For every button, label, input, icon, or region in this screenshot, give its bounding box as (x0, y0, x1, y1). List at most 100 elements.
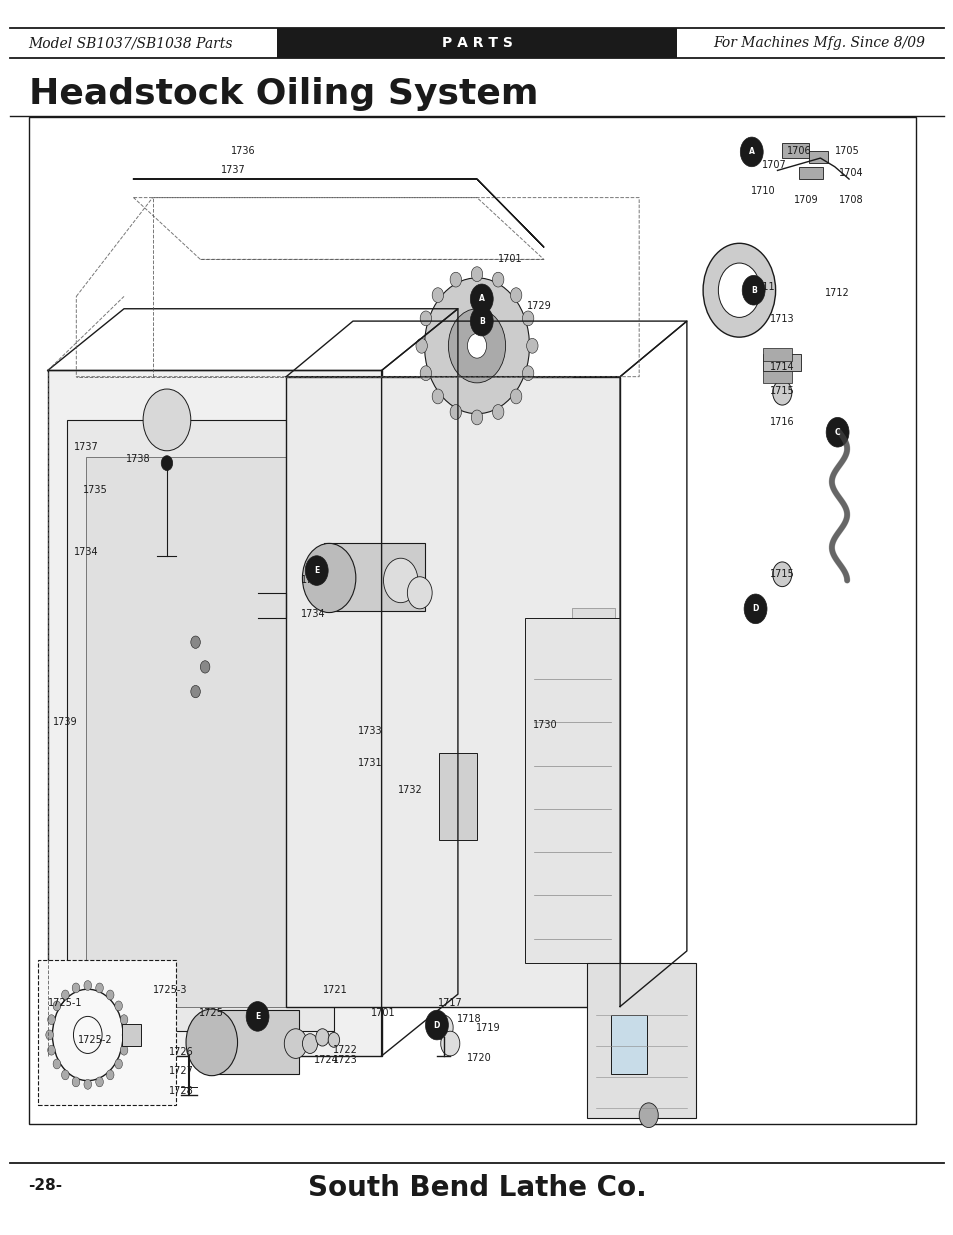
Circle shape (639, 1103, 658, 1128)
Text: 1715: 1715 (769, 569, 794, 579)
Text: 1734: 1734 (73, 547, 98, 557)
Circle shape (122, 1030, 130, 1040)
Circle shape (284, 1029, 307, 1058)
Circle shape (450, 272, 461, 287)
Text: 1736: 1736 (231, 146, 255, 156)
Text: 1715: 1715 (769, 387, 794, 396)
Bar (122, 1024, 141, 1046)
Circle shape (107, 990, 114, 1000)
Circle shape (471, 410, 482, 425)
Circle shape (143, 389, 191, 451)
Text: 1711: 1711 (750, 282, 775, 291)
Text: 1719: 1719 (476, 1023, 500, 1032)
Circle shape (510, 389, 521, 404)
Circle shape (315, 1029, 329, 1046)
Circle shape (186, 1009, 237, 1076)
Circle shape (246, 1002, 269, 1031)
Text: 1713: 1713 (769, 314, 794, 324)
Text: 1728: 1728 (169, 1086, 193, 1095)
Circle shape (741, 275, 764, 305)
Bar (572, 657, 615, 679)
Text: 1727: 1727 (169, 1066, 193, 1076)
Text: 1706: 1706 (786, 146, 811, 156)
Circle shape (46, 1030, 53, 1040)
Text: 1735: 1735 (83, 485, 108, 495)
Circle shape (471, 267, 482, 282)
Circle shape (470, 284, 493, 314)
Circle shape (425, 1010, 448, 1040)
Text: 1726: 1726 (169, 1047, 193, 1057)
Text: 1725-1: 1725-1 (48, 998, 82, 1008)
Circle shape (302, 1034, 317, 1053)
Circle shape (72, 983, 80, 993)
Bar (808, 151, 827, 163)
Text: 1734: 1734 (300, 609, 325, 619)
Circle shape (526, 338, 537, 353)
Circle shape (432, 288, 443, 303)
Circle shape (107, 1070, 114, 1079)
Text: 1725: 1725 (199, 1008, 224, 1018)
Bar (276, 28, 677, 58)
Text: 1709: 1709 (793, 195, 818, 205)
Text: 1738: 1738 (126, 454, 151, 464)
Circle shape (718, 263, 760, 317)
Circle shape (492, 405, 503, 420)
Text: 1701: 1701 (497, 254, 522, 264)
Circle shape (120, 1015, 128, 1025)
Text: For Machines Mfg. Since 8/09: For Machines Mfg. Since 8/09 (713, 36, 924, 51)
Circle shape (114, 1000, 122, 1010)
Text: Model SB1037/SB1038 Parts: Model SB1037/SB1038 Parts (29, 36, 233, 51)
Text: 1704: 1704 (838, 168, 862, 178)
Bar (67, 420, 334, 1031)
Text: 1710: 1710 (750, 186, 775, 196)
Text: 1722: 1722 (333, 1045, 357, 1055)
Circle shape (743, 594, 766, 624)
Circle shape (416, 338, 427, 353)
Text: 1723: 1723 (333, 1055, 357, 1065)
Text: -28-: -28- (29, 1178, 63, 1193)
Bar (524, 618, 619, 963)
Text: 1733: 1733 (357, 726, 382, 736)
Bar (572, 756, 615, 778)
Circle shape (191, 685, 200, 698)
Bar (762, 348, 791, 361)
Text: A: A (478, 294, 484, 304)
Bar (572, 706, 615, 729)
Text: South Bend Lathe Co.: South Bend Lathe Co. (307, 1174, 646, 1202)
Text: E: E (254, 1011, 260, 1021)
Circle shape (450, 405, 461, 420)
Text: 1737: 1737 (221, 165, 246, 175)
Circle shape (61, 1070, 69, 1079)
Text: 1729: 1729 (526, 301, 551, 311)
Text: 1731: 1731 (357, 758, 382, 768)
Circle shape (84, 1079, 91, 1089)
Circle shape (448, 309, 505, 383)
Bar (572, 805, 615, 827)
Text: 1721: 1721 (323, 986, 348, 995)
Text: E: E (314, 566, 319, 576)
Bar (208, 1010, 298, 1074)
Text: 1707: 1707 (761, 161, 786, 170)
Text: 1730: 1730 (533, 720, 558, 730)
Text: D: D (752, 604, 758, 614)
Bar (286, 377, 619, 1007)
Bar (86, 457, 295, 1007)
Text: 1724: 1724 (314, 1055, 338, 1065)
Circle shape (467, 333, 486, 358)
Circle shape (191, 636, 200, 648)
Bar (572, 608, 615, 630)
Text: 1712: 1712 (824, 288, 849, 298)
Circle shape (432, 389, 443, 404)
Bar (781, 143, 808, 158)
Bar (799, 167, 822, 179)
Bar (48, 370, 381, 1056)
Text: C: C (834, 427, 840, 437)
Circle shape (419, 366, 431, 380)
Bar (610, 1015, 646, 1074)
Text: 1705: 1705 (834, 146, 859, 156)
Bar (762, 354, 801, 370)
Circle shape (114, 1060, 122, 1070)
Circle shape (72, 1077, 80, 1087)
Text: 1701: 1701 (371, 1008, 395, 1018)
Circle shape (740, 137, 762, 167)
